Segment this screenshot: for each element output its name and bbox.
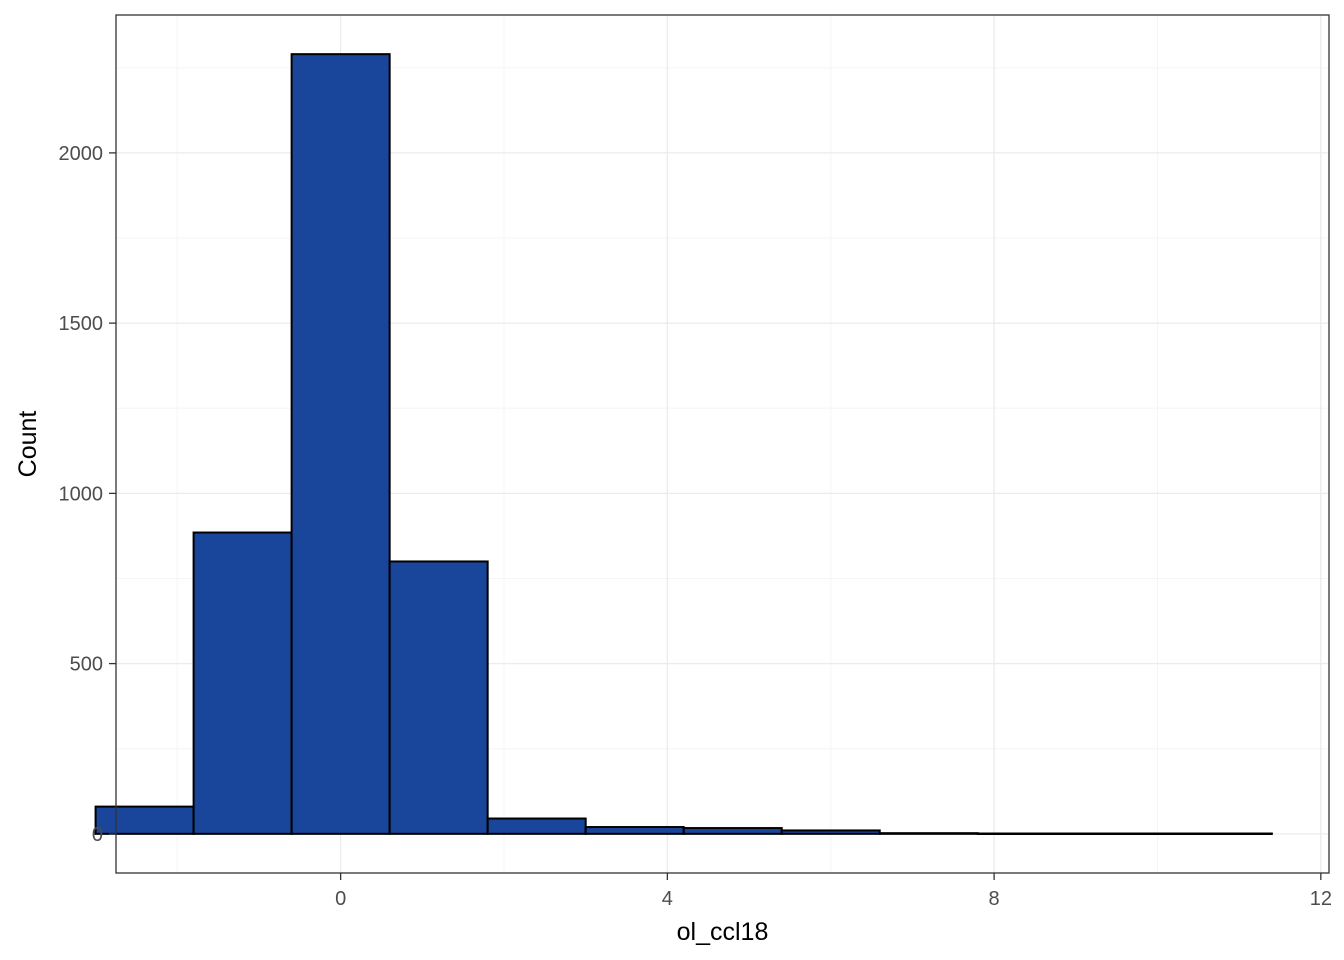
y-tick-label: 500: [70, 654, 103, 676]
y-tick-label: 1500: [59, 313, 104, 335]
histogram-bar: [780, 829, 881, 835]
panel-border: [115, 14, 1330, 874]
x-tick-label: 4: [662, 888, 673, 910]
y-tick-label: 1000: [59, 483, 104, 505]
y-tick-label: 0: [92, 824, 103, 846]
x-tick-label: 0: [335, 888, 346, 910]
histogram-bar: [878, 832, 979, 835]
histogram-bar: [682, 827, 783, 835]
histogram-bar: [1172, 832, 1273, 836]
y-axis-ticks: 0 500 1000 1500 2000: [59, 143, 116, 846]
y-tick-label: 2000: [59, 143, 104, 165]
histogram-bar: [192, 531, 293, 835]
x-tick-label: 8: [989, 888, 1000, 910]
histogram-bar: [388, 560, 489, 835]
x-axis-title: ol_ccl18: [677, 918, 769, 946]
histogram-bar: [290, 53, 391, 835]
histogram-bar: [1074, 832, 1175, 836]
histogram-bar: [486, 817, 587, 835]
histogram-bar: [976, 832, 1077, 836]
histogram-bar: [94, 805, 195, 835]
y-axis-title: Count: [14, 411, 42, 478]
histogram-bars: [94, 53, 1273, 836]
x-tick-label: 12: [1310, 888, 1332, 910]
histogram-bar: [584, 826, 685, 835]
x-axis-ticks: 0 4 8 12: [335, 873, 1332, 910]
